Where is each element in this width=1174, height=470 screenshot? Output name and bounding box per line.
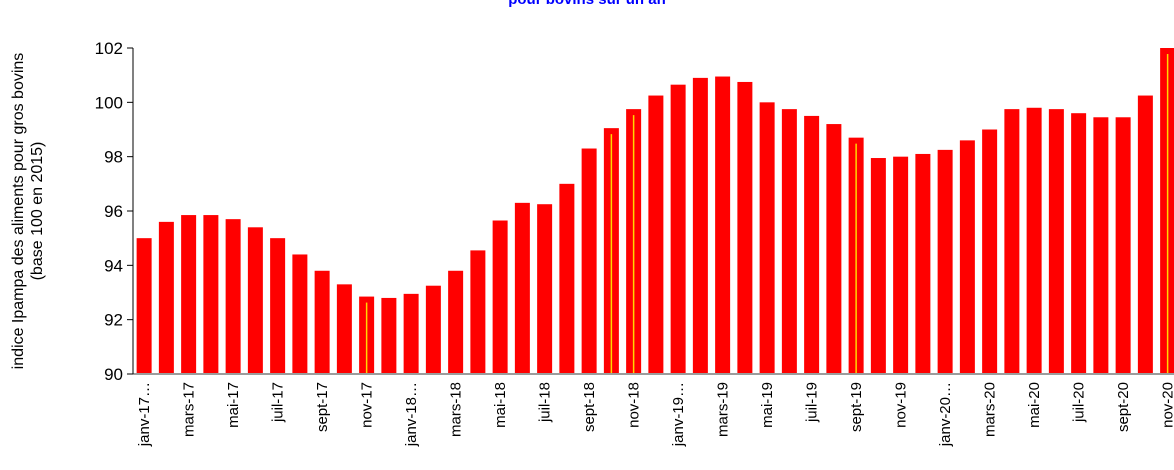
y-tick-label: 96 [104,202,123,221]
x-tick-label: juil-20 [1071,382,1088,423]
x-axis-ticks: janv-17… mars-17 mai-17 juil-17 sept-17 nov-1… [136,382,1174,447]
x-tick-label: juil-18 [537,382,554,423]
bar-juil-18 [537,204,553,374]
bar-mai-17 [225,219,241,374]
x-tick-label: mars-18 [448,382,465,437]
x-tick-label: mai-19 [759,382,776,428]
bar-janv-19 [670,84,686,375]
x-tick-label: janv-19… [670,382,687,447]
bar-févr-18 [425,285,441,374]
bar-févr-20 [959,140,975,374]
bar-avr-17 [203,215,219,374]
bar-oct-19 [870,158,886,374]
x-tick-label: juil-19 [804,382,821,423]
y-tick-label: 98 [104,148,123,167]
bar-févr-17 [158,221,174,374]
bar-déc-17 [381,297,397,374]
bar-mars-18 [448,270,464,374]
bar-janv-17 [136,238,152,374]
x-tick-label: nov-19 [893,382,910,428]
bar-août-20 [1093,117,1109,375]
x-tick-label: nov-20 [1160,382,1174,428]
bar-juin-19 [781,109,797,374]
y-tick-label: 90 [104,365,123,384]
bar-oct-20 [1137,95,1153,375]
x-tick-label: sept-20 [1115,382,1132,432]
bar-avr-18 [470,250,486,374]
bar-août-19 [826,124,842,374]
bar-juil-19 [804,115,820,375]
x-tick-label: janv-17… [136,382,153,447]
bar-mai-18 [492,220,508,374]
x-tick-label: nov-17 [359,382,376,428]
bar-juin-20 [1048,109,1064,374]
x-tick-label: sept-17 [314,382,331,432]
bar-mai-20 [1026,107,1042,375]
bar-mars-20 [982,129,998,374]
bar-janv-18 [403,293,419,374]
bar-août-17 [292,254,308,374]
x-tick-label: juil-17 [270,382,287,423]
bar-juil-17 [270,238,286,374]
bar-déc-19 [915,153,931,374]
x-tick-label: mai-20 [1026,382,1043,428]
bar-juil-20 [1071,113,1087,374]
y-tick-label: 94 [104,256,123,275]
bar-avr-20 [1004,109,1020,374]
bar-mars-19 [715,76,731,375]
x-tick-label: mars-19 [715,382,732,437]
bar-févr-19 [692,77,708,374]
bar-janv-20 [937,149,953,374]
bar-août-18 [559,183,575,374]
bar-sept-17 [314,270,330,374]
x-tick-label: mai-18 [492,382,509,428]
x-tick-label: mars-17 [181,382,198,437]
bar-sept-18 [581,148,597,374]
x-tick-label: sept-18 [581,382,598,432]
bars [136,48,1174,375]
x-tick-label: sept-19 [848,382,865,432]
bar-juin-17 [247,227,263,374]
bar-mars-17 [181,215,197,374]
chart-title: pour bovins sur un an [0,0,1174,8]
x-tick-label: nov-18 [626,382,643,428]
y-axis-label-line-1: indice Ipampa des aliments pour gros bov… [10,53,27,370]
y-axis-ticks: 90 92 94 96 98 100 102 [95,39,133,384]
y-tick-label: 100 [95,93,123,112]
x-tick-label: janv-20… [937,382,954,447]
bar-nov-19 [893,156,909,374]
bar-juin-18 [514,202,530,374]
bar-sept-20 [1115,117,1131,375]
x-tick-label: mai-17 [225,382,242,428]
bar-avr-19 [737,81,753,374]
y-axis-label-line-2: (base 100 en 2015) [29,142,46,281]
y-axis-label: indice Ipampa des aliments pour gros bov… [10,53,46,370]
bar-oct-17 [336,284,352,374]
x-tick-label: mars-20 [982,382,999,437]
y-tick-label: 102 [95,39,123,58]
bar-mai-19 [759,102,775,374]
y-tick-label: 92 [104,311,123,330]
x-tick-label: janv-18… [403,382,420,447]
bar-déc-18 [648,95,664,375]
